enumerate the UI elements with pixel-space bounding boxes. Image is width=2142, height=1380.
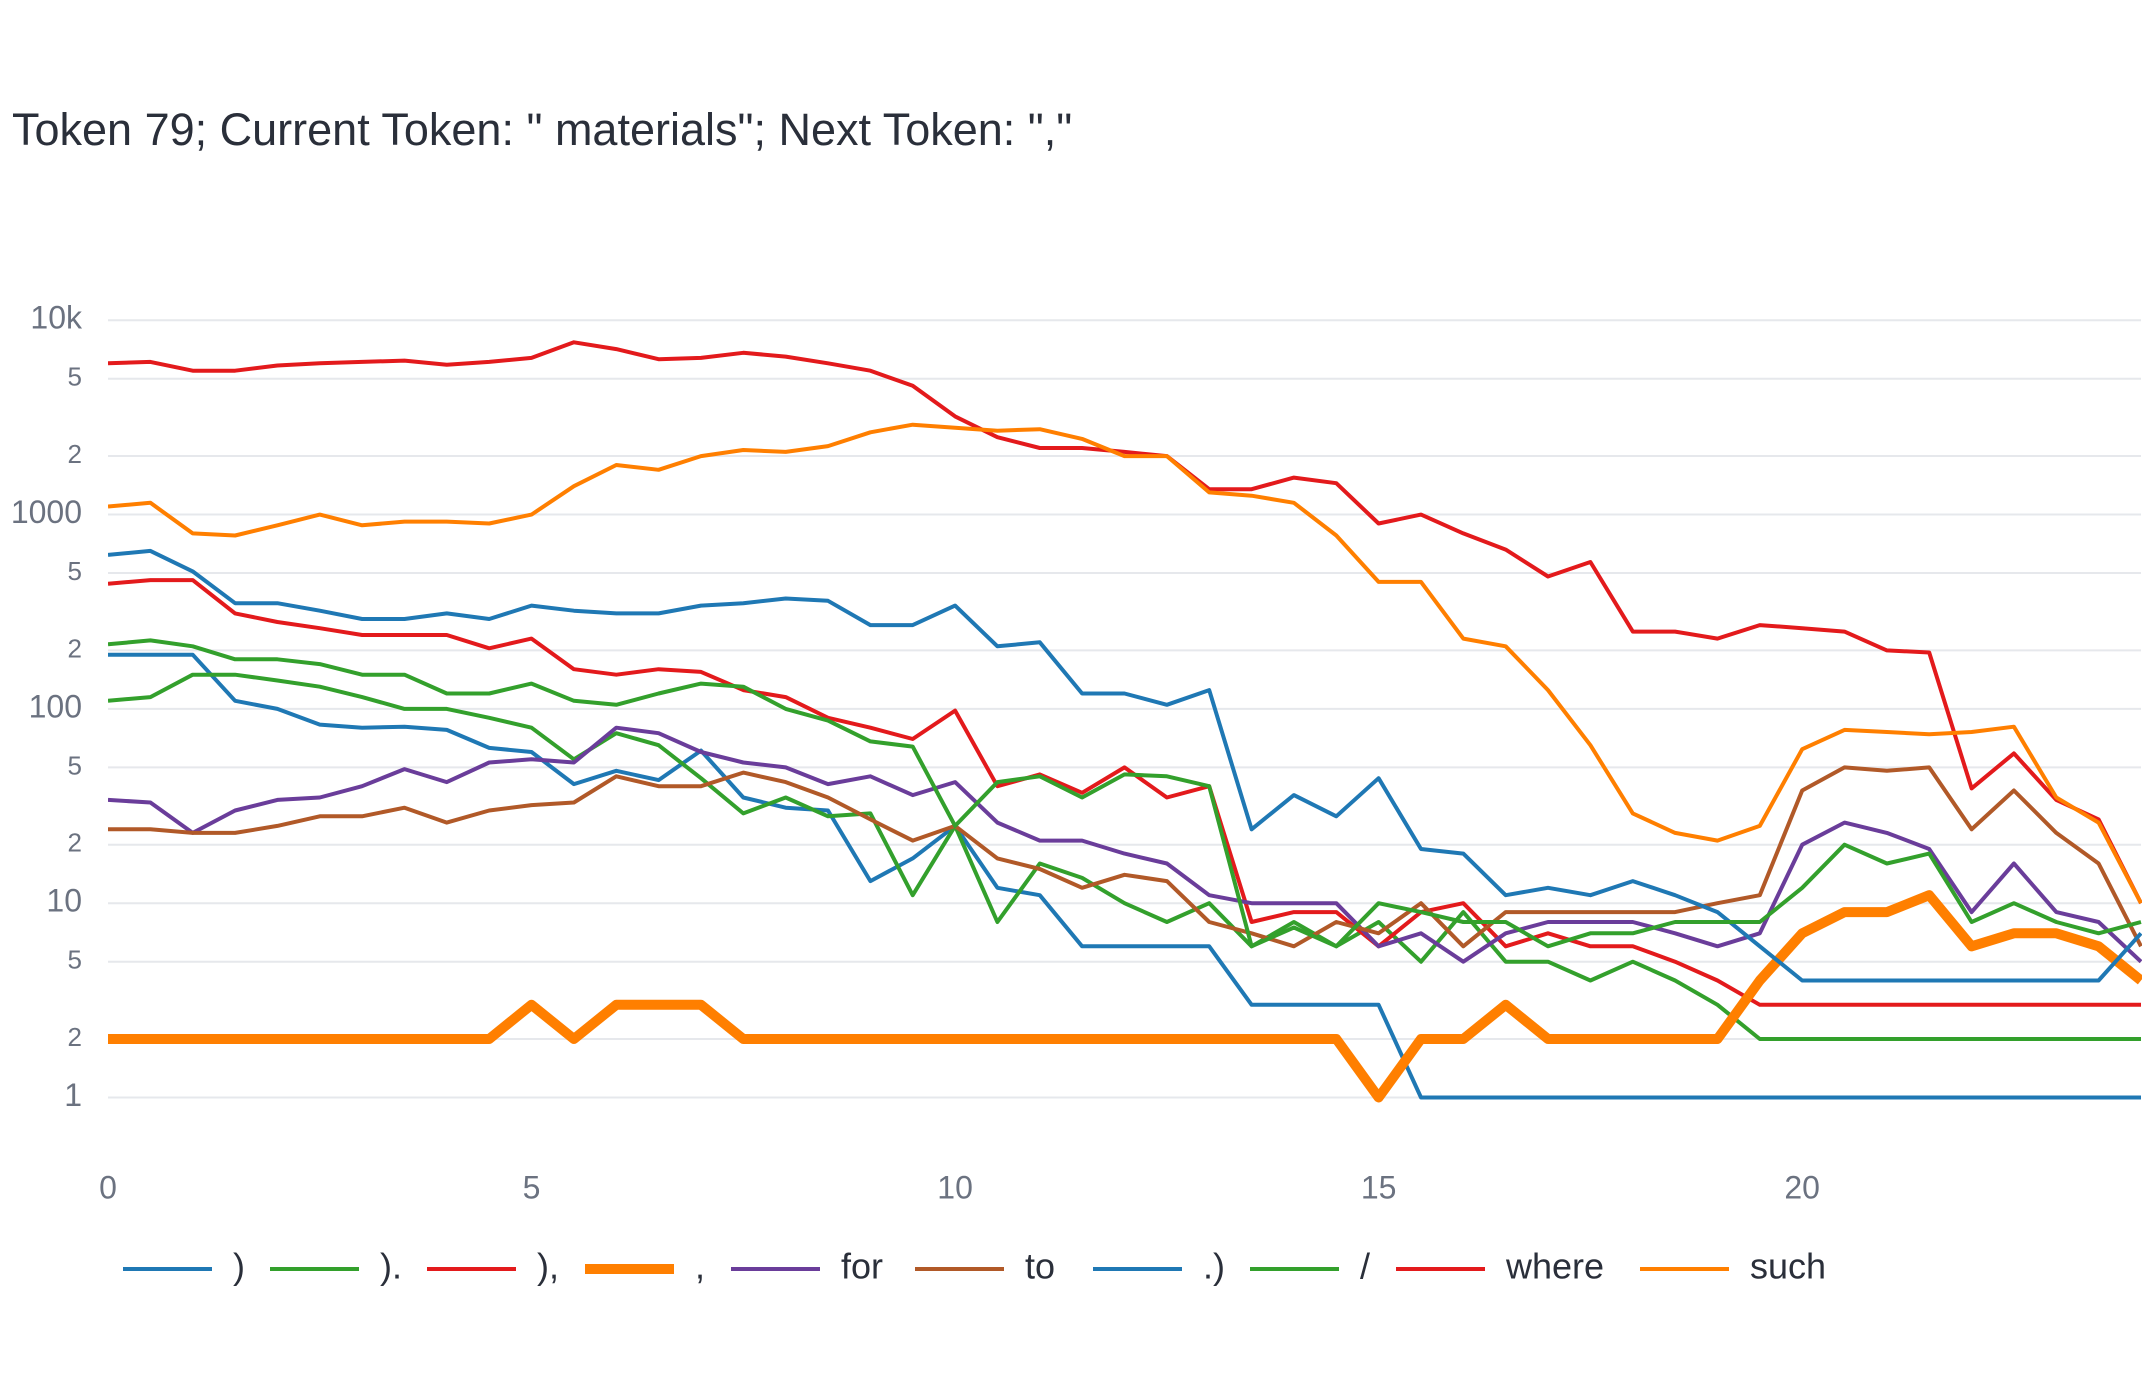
y-tick-label: 2 [68, 439, 82, 469]
legend-item[interactable]: ) [123, 1246, 245, 1287]
legend: )).),, for to.) / where such [123, 1246, 1826, 1287]
series-line [108, 652, 2141, 1100]
x-tick-label: 15 [1361, 1169, 1397, 1205]
legend-item[interactable]: such [1640, 1246, 1826, 1287]
y-tick-label: 5 [68, 362, 82, 392]
series-line [108, 765, 2142, 949]
y-tick-label: 2 [68, 633, 82, 663]
x-tick-label: 5 [523, 1169, 541, 1205]
series-line [108, 548, 2142, 983]
legend-label: / [1360, 1246, 1370, 1287]
y-tick-label: 5 [68, 945, 82, 975]
legend-label: where [1505, 1246, 1604, 1287]
x-tick-label: 20 [1784, 1169, 1820, 1205]
y-tick-label: 2 [68, 828, 82, 858]
series-line [108, 340, 2142, 905]
legend-item[interactable]: ), [427, 1246, 559, 1287]
y-tick-label: 5 [68, 750, 82, 780]
y-tick-label: 10 [46, 883, 82, 919]
y-tick-label: 5 [68, 556, 82, 586]
y-tick-label: 100 [29, 688, 82, 724]
legend-label: ) [233, 1246, 245, 1287]
legend-label: .) [1203, 1246, 1225, 1287]
series-line [108, 638, 2142, 949]
plot-area [108, 340, 2142, 1103]
legend-item[interactable]: to [915, 1246, 1055, 1287]
y-tick-label: 1 [64, 1077, 82, 1113]
legend-item[interactable]: , [585, 1246, 705, 1287]
series-line [108, 890, 2142, 1103]
y-tick-label: 1000 [11, 494, 82, 530]
legend-label: ). [380, 1246, 402, 1287]
x-tick-label: 10 [937, 1169, 973, 1205]
series-line [108, 672, 2141, 1041]
series-line [108, 422, 2142, 905]
legend-item[interactable]: / [1250, 1246, 1370, 1287]
legend-item[interactable]: for [731, 1246, 883, 1287]
legend-label: for [841, 1246, 883, 1287]
chart-title: Token 79; Current Token: " materials"; N… [12, 104, 1072, 155]
legend-label: to [1025, 1246, 1055, 1287]
legend-item[interactable]: .) [1093, 1246, 1225, 1287]
y-tick-label: 2 [68, 1022, 82, 1052]
legend-label: , [695, 1246, 705, 1287]
y-tick-label: 10k [30, 300, 83, 336]
legend-item[interactable]: where [1396, 1246, 1604, 1287]
axes: 1 2 5 10 2 5 100 2 5 1000 2 5 10k 0 5 10 15 20 [11, 300, 1820, 1206]
x-tick-label: 0 [99, 1169, 117, 1205]
series-line [108, 725, 2142, 964]
series-line [108, 578, 2141, 1007]
legend-item[interactable]: ). [270, 1246, 402, 1287]
legend-label: such [1750, 1246, 1826, 1287]
legend-label: ), [537, 1246, 559, 1287]
